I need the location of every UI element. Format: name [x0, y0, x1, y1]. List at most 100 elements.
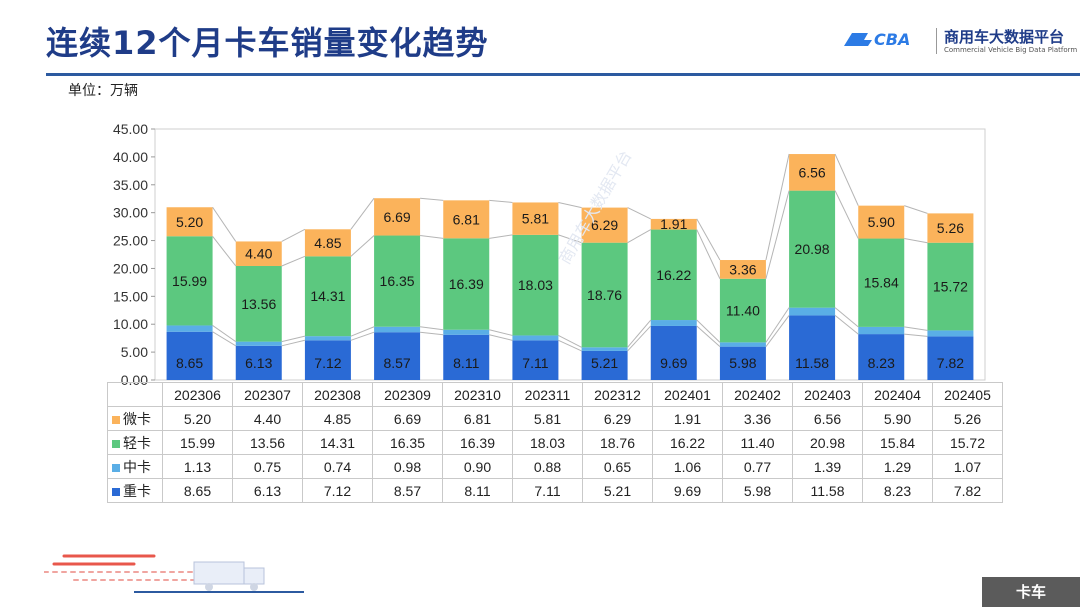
- bar-轻卡-202311: [512, 234, 559, 336]
- table-cell: 0.75: [232, 454, 303, 479]
- table-cell: 7.11: [512, 478, 583, 503]
- legend-cell: 中卡: [107, 454, 163, 479]
- table-cell: 3.36: [722, 406, 793, 431]
- connector-line: [558, 201, 582, 209]
- bar-轻卡-202405: [927, 242, 974, 331]
- connector-line: [212, 331, 237, 347]
- brand-name-en: Commercial Vehicle Big Data Platform: [944, 46, 1078, 54]
- table-header-cell: 202403: [792, 382, 863, 407]
- table-cell: 6.29: [582, 406, 653, 431]
- table-cell: 1.29: [862, 454, 933, 479]
- legend-swatch: [112, 415, 120, 424]
- bar-轻卡-202403: [789, 190, 836, 308]
- bar-轻卡-202307: [235, 265, 282, 342]
- y-tick-label: 25.00: [113, 233, 148, 249]
- bar-微卡-202306: [166, 207, 213, 237]
- bar-轻卡-202310: [443, 238, 490, 330]
- connector-line: [765, 153, 790, 261]
- bar-微卡-202404: [858, 205, 905, 239]
- connector-line: [489, 329, 513, 336]
- connector-line: [765, 190, 790, 279]
- page-title: 连续12个月卡车销量变化趋势: [46, 24, 489, 62]
- table-header-row: 202306 202307 202308 202309 202310 202311 2023…: [107, 382, 1003, 407]
- legend-cell: 重卡: [107, 478, 163, 503]
- table-cell: 0.98: [372, 454, 443, 479]
- data-label: 4.85: [314, 235, 341, 251]
- data-label: 14.31: [310, 288, 345, 304]
- bar-中卡-202403: [789, 307, 836, 316]
- connector-line: [558, 334, 582, 348]
- bar-中卡-202402: [719, 342, 766, 347]
- data-label: 6.56: [798, 164, 825, 180]
- table-header-cell: 202308: [302, 382, 373, 407]
- legend-swatch: [112, 439, 120, 448]
- table-cell: 6.13: [232, 478, 303, 503]
- legend-label: 微卡: [123, 410, 151, 427]
- stacked-bar-chart: 0.00 5.00 10.00 15.00 20.00 25.00 30.00 35.00 40…: [113, 121, 986, 385]
- table-cell: 11.40: [722, 430, 793, 455]
- y-tick-label: 35.00: [113, 177, 148, 193]
- table-corner: [107, 382, 163, 407]
- y-tick-label: 45.00: [113, 121, 148, 137]
- connector-line: [627, 207, 651, 220]
- bar-微卡-202307: [235, 241, 282, 266]
- y-tick-label: 40.00: [113, 149, 148, 165]
- data-label: 7.11: [522, 355, 548, 371]
- table-cell: 1.91: [652, 406, 723, 431]
- data-label: 3.36: [729, 261, 756, 277]
- bar-微卡-202312: [581, 207, 628, 243]
- table-cell: 15.72: [932, 430, 1003, 455]
- data-label: 18.76: [587, 287, 622, 303]
- table-cell: 5.98: [722, 478, 793, 503]
- connector-line: [420, 197, 444, 201]
- y-tick-label: 15.00: [113, 288, 148, 304]
- bar-中卡-202309: [374, 326, 421, 333]
- logo-divider: [936, 28, 937, 54]
- y-tick-label: 0.00: [121, 372, 148, 385]
- table-cell: 8.57: [372, 478, 443, 503]
- bar-轻卡-202401: [650, 229, 697, 321]
- truck-decoration-icon: [44, 554, 304, 593]
- table-cell: 0.88: [512, 454, 583, 479]
- bar-微卡-202308: [304, 229, 351, 257]
- title-rule: [46, 73, 1080, 76]
- bar-微卡-202401: [650, 218, 697, 230]
- table-cell: 11.58: [792, 478, 863, 503]
- bar-轻卡-202306: [166, 236, 213, 326]
- connector-line: [212, 235, 237, 267]
- table-header-cell: 202311: [512, 382, 583, 407]
- data-label: 18.03: [518, 277, 553, 293]
- connector-line: [420, 326, 444, 331]
- connector-line: [281, 228, 306, 242]
- bar-中卡-202312: [581, 347, 628, 351]
- bar-轻卡-202308: [304, 256, 351, 337]
- connector-line: [696, 218, 721, 261]
- bar-中卡-202311: [512, 335, 559, 341]
- bar-中卡-202401: [650, 320, 697, 326]
- table-header-cell: 202401: [652, 382, 723, 407]
- connector-line: [696, 319, 721, 343]
- connector-line: [489, 334, 513, 341]
- table-cell: 6.56: [792, 406, 863, 431]
- data-label: 1.91: [660, 216, 687, 232]
- bar-重卡-202405: [927, 336, 974, 380]
- table-row: 轻卡 15.99 13.56 14.31 16.35 16.39 18.03 18.76 16.…: [107, 430, 1003, 455]
- data-label: 16.22: [656, 267, 691, 283]
- bar-重卡-202403: [789, 315, 836, 380]
- data-label: 6.69: [383, 209, 410, 225]
- table-cell: 15.84: [862, 430, 933, 455]
- connector-line: [212, 206, 237, 242]
- connector-line: [696, 229, 721, 279]
- connector-line: [281, 335, 306, 343]
- table-cell: 5.20: [162, 406, 233, 431]
- truck-logo-icon: CBA: [844, 30, 910, 49]
- table-cell: 0.77: [722, 454, 793, 479]
- data-label: 5.81: [522, 211, 549, 227]
- table-header-cell: 202312: [582, 382, 653, 407]
- connector-line: [350, 326, 375, 337]
- bar-重卡-202310: [443, 334, 490, 380]
- data-label: 11.40: [726, 303, 760, 319]
- table-header-cell: 202402: [722, 382, 793, 407]
- table-header-cell: 202405: [932, 382, 1003, 407]
- table-cell: 16.39: [442, 430, 513, 455]
